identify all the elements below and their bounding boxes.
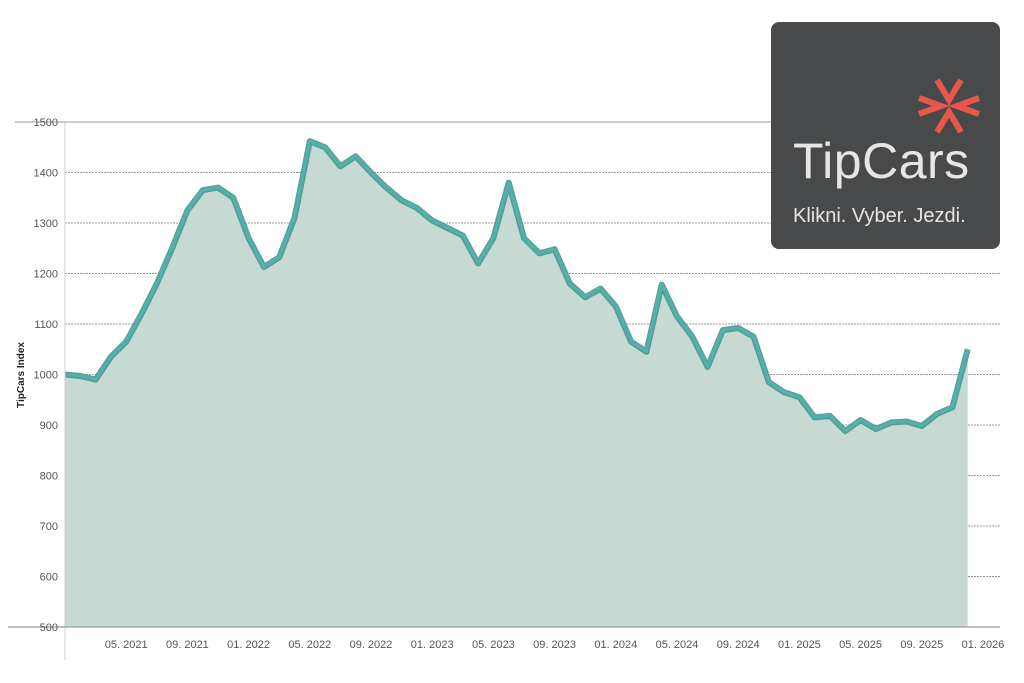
y-tick-label: 1000 <box>34 370 58 382</box>
y-tick-label: 500 <box>40 622 58 634</box>
data-point <box>201 189 204 192</box>
data-point <box>721 329 724 332</box>
data-point <box>752 335 755 338</box>
data-point <box>415 206 418 209</box>
x-tick-label: 01. 2022 <box>227 639 270 651</box>
data-point <box>308 140 311 143</box>
data-point <box>293 216 296 219</box>
y-tick-labels: 500 600 700 800 900 1000 1100 1200 1300 1400 1500 <box>34 117 58 634</box>
data-point <box>79 375 82 378</box>
data-point <box>737 327 740 330</box>
y-tick-label: 1100 <box>34 319 58 331</box>
logo-brand: TipCars <box>793 133 970 189</box>
data-point <box>660 283 663 286</box>
data-point <box>706 365 709 368</box>
y-tick-label: 700 <box>40 521 58 533</box>
data-point <box>645 350 648 353</box>
data-point <box>890 421 893 424</box>
data-point <box>385 186 388 189</box>
x-tick-label: 05. 2025 <box>839 639 882 651</box>
data-point <box>691 335 694 338</box>
data-point <box>538 252 541 255</box>
x-tick-label: 09. 2022 <box>350 639 393 651</box>
data-point <box>614 305 617 308</box>
data-point <box>446 227 449 230</box>
data-point <box>109 355 112 358</box>
data-point <box>859 418 862 421</box>
data-point <box>829 414 832 417</box>
data-point <box>599 287 602 290</box>
y-tick-label: 1400 <box>34 168 58 180</box>
data-point <box>140 312 143 315</box>
data-point <box>553 248 556 251</box>
data-point <box>431 219 434 222</box>
x-tick-label: 09. 2025 <box>900 639 943 651</box>
data-point <box>936 412 939 415</box>
data-point <box>125 340 128 343</box>
data-point <box>461 234 464 237</box>
data-point <box>492 237 495 240</box>
data-point <box>844 430 847 433</box>
x-tick-label: 05. 2021 <box>105 639 148 651</box>
data-point <box>920 425 923 428</box>
data-point <box>507 181 510 184</box>
data-point <box>568 282 571 285</box>
x-tick-label: 05. 2023 <box>472 639 515 651</box>
data-point <box>630 340 633 343</box>
data-point <box>813 416 816 419</box>
data-point <box>155 282 158 285</box>
data-point <box>523 237 526 240</box>
x-tick-labels: 05. 2021 09. 2021 01. 2022 05. 2022 09. 2022… <box>105 639 1005 651</box>
x-tick-label: 05. 2024 <box>656 639 699 651</box>
y-tick-label: 1200 <box>34 269 58 281</box>
data-point <box>232 196 235 199</box>
y-tick-label: 1500 <box>34 117 58 129</box>
x-tick-label: 09. 2021 <box>166 639 209 651</box>
data-point <box>247 237 250 240</box>
axes <box>8 122 1000 660</box>
data-point <box>354 155 357 158</box>
data-point <box>783 391 786 394</box>
x-tick-label: 01. 2024 <box>594 639 637 651</box>
area-fill <box>65 141 968 627</box>
data-point <box>278 256 281 259</box>
series-line <box>64 139 970 433</box>
y-tick-label: 1300 <box>34 218 58 230</box>
data-point <box>798 396 801 399</box>
data-point <box>339 165 342 168</box>
data-point <box>370 171 373 174</box>
data-point <box>186 209 189 212</box>
data-point <box>874 428 877 431</box>
asterisk-arrows-icon <box>917 78 981 134</box>
y-axis-label: TipCars Index <box>16 342 27 408</box>
data-point <box>966 348 969 351</box>
data-point <box>767 381 770 384</box>
data-point <box>905 420 908 423</box>
x-tick-label: 01. 2026 <box>962 639 1005 651</box>
y-tick-label: 600 <box>40 572 58 584</box>
data-point <box>94 378 97 381</box>
data-point <box>64 373 67 376</box>
data-point <box>171 247 174 250</box>
x-tick-label: 09. 2024 <box>717 639 760 651</box>
x-tick-label: 09. 2023 <box>533 639 576 651</box>
x-tick-label: 01. 2025 <box>778 639 821 651</box>
tipcars-logo: TipCars Klikni. Vyber. Jezdi. <box>771 22 1000 249</box>
logo-tagline: Klikni. Vyber. Jezdi. <box>793 205 966 227</box>
data-point <box>324 146 327 149</box>
data-point <box>584 296 587 299</box>
data-point <box>676 315 679 318</box>
data-point <box>951 406 954 409</box>
data-point <box>262 265 265 268</box>
data-point <box>400 199 403 202</box>
x-tick-label: 01. 2023 <box>411 639 454 651</box>
x-tick-label: 05. 2022 <box>288 639 331 651</box>
data-point <box>477 262 480 265</box>
data-point <box>217 186 220 189</box>
y-tick-label: 900 <box>40 420 58 432</box>
y-tick-label: 800 <box>40 471 58 483</box>
